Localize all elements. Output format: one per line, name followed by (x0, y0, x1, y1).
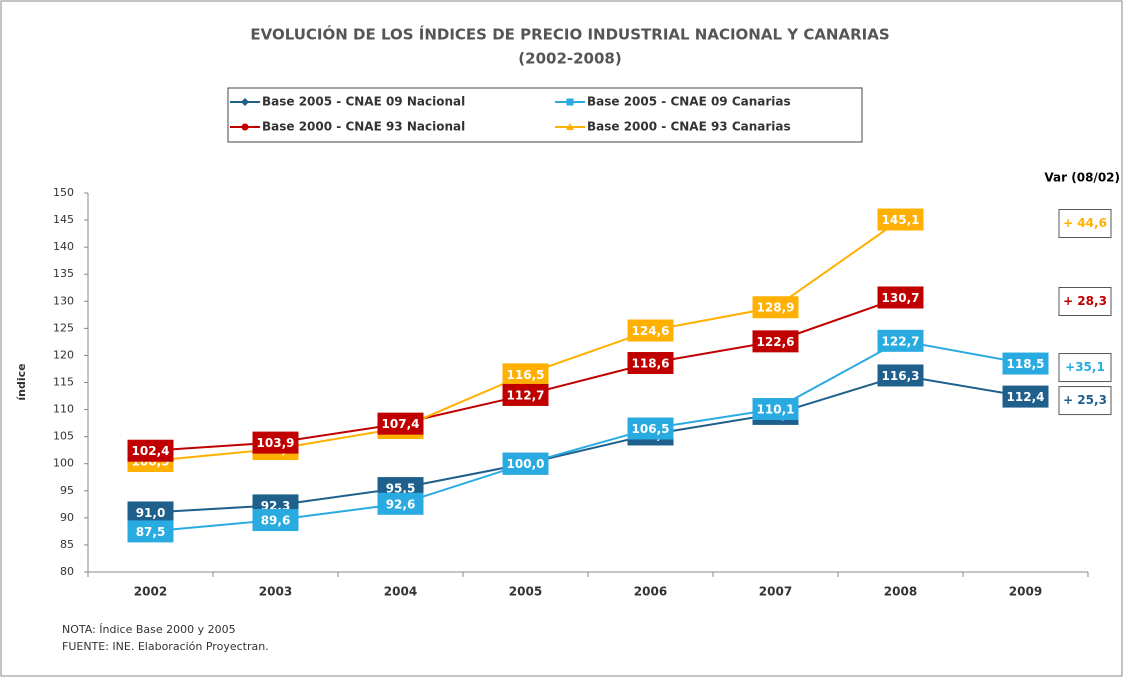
var-box (1058, 353, 1112, 383)
y-tick-label: 125 (53, 321, 74, 334)
y-axis-label: índice (15, 363, 28, 400)
data-label: 118,6 (632, 357, 670, 371)
data-label: 95,5 (386, 482, 416, 496)
data-label: 124,6 (632, 324, 670, 338)
data-label-box (1002, 352, 1049, 375)
y-tick-label: 105 (53, 430, 74, 443)
legend-label: Base 2000 - CNAE 93 Canarias (587, 120, 791, 134)
data-label: 91,0 (136, 506, 166, 520)
var-label: + 28,3 (1063, 294, 1107, 308)
data-label: 102,4 (132, 444, 170, 458)
var-box (1058, 209, 1112, 239)
y-tick-label: 110 (53, 403, 74, 416)
data-label-box (252, 431, 299, 454)
data-label-box (752, 398, 799, 421)
data-label: 100,0 (507, 457, 545, 471)
data-label-box (502, 363, 549, 386)
var-label: +35,1 (1065, 360, 1105, 374)
x-tick-label: 2003 (259, 585, 292, 599)
x-tick-label: 2007 (759, 585, 792, 599)
data-label: 116,3 (882, 369, 920, 383)
note: NOTA: Índice Base 2000 y 2005 (62, 623, 236, 636)
data-label-box (752, 296, 799, 319)
legend-marker (241, 98, 249, 106)
legend-label: Base 2005 - CNAE 09 Nacional (262, 95, 465, 109)
data-label: 89,6 (261, 514, 291, 528)
data-label-box (752, 330, 799, 353)
note: FUENTE: INE. Elaboración Proyectran. (62, 640, 269, 653)
data-label: 87,5 (136, 525, 166, 539)
var-box (1058, 386, 1112, 416)
data-label-box (127, 439, 174, 462)
data-label: 112,4 (1007, 390, 1045, 404)
y-tick-label: 130 (53, 294, 74, 307)
data-label: 116,5 (507, 368, 545, 382)
data-label: 110,1 (757, 403, 795, 417)
y-tick-label: 115 (53, 376, 74, 389)
data-label: 128,9 (757, 301, 795, 315)
data-label: 122,7 (882, 334, 920, 348)
y-tick-label: 100 (53, 457, 74, 470)
y-tick-label: 135 (53, 267, 74, 280)
legend-marker (241, 123, 249, 131)
data-label-box (502, 383, 549, 406)
chart-subtitle: (2002-2008) (518, 50, 621, 68)
y-tick-label: 120 (53, 348, 74, 361)
x-tick-label: 2008 (884, 585, 917, 599)
data-label: 145,1 (882, 213, 920, 227)
legend-marker (566, 98, 574, 106)
data-label: 122,6 (757, 335, 795, 349)
data-label-box (252, 509, 299, 532)
y-tick-label: 90 (60, 511, 74, 524)
data-label-box (1002, 385, 1049, 408)
data-label: 118,5 (1007, 357, 1045, 371)
data-label-box (127, 520, 174, 543)
data-label-box (877, 364, 924, 387)
data-label: 103,9 (257, 436, 295, 450)
x-tick-label: 2002 (134, 585, 167, 599)
legend-marker (566, 123, 574, 130)
y-tick-label: 95 (60, 484, 74, 497)
data-label-box (502, 452, 549, 475)
data-label: 107,4 (382, 417, 420, 431)
data-label-box (877, 329, 924, 352)
data-label-box (377, 492, 424, 515)
data-label: 92,6 (386, 497, 416, 511)
var-box (1058, 286, 1112, 316)
chart-title: EVOLUCIÓN DE LOS ÍNDICES DE PRECIO INDUS… (250, 25, 889, 44)
data-label-box (877, 286, 924, 309)
legend-box (227, 87, 863, 143)
legend-label: Base 2005 - CNAE 09 Canarias (587, 95, 791, 109)
var-title: Var (08/02) (1044, 171, 1120, 185)
data-label-box (627, 352, 674, 375)
y-tick-label: 150 (53, 186, 74, 199)
var-label: + 44,6 (1063, 216, 1107, 230)
x-tick-label: 2006 (634, 585, 667, 599)
data-label-box (627, 417, 674, 440)
data-label: 130,7 (882, 291, 920, 305)
data-label-box (877, 208, 924, 231)
var-label: + 25,3 (1063, 393, 1107, 407)
y-tick-label: 85 (60, 538, 74, 551)
data-label-box (377, 412, 424, 435)
y-tick-label: 140 (53, 240, 74, 253)
y-tick-label: 80 (60, 565, 74, 578)
data-label-box (127, 501, 174, 524)
y-tick-label: 145 (53, 213, 74, 226)
legend-label: Base 2000 - CNAE 93 Nacional (262, 120, 465, 134)
x-tick-label: 2005 (509, 585, 542, 599)
data-label: 106,5 (632, 422, 670, 436)
x-tick-label: 2004 (384, 585, 417, 599)
x-tick-label: 2009 (1009, 585, 1042, 599)
data-label: 112,7 (507, 388, 545, 402)
data-label-box (627, 319, 674, 342)
